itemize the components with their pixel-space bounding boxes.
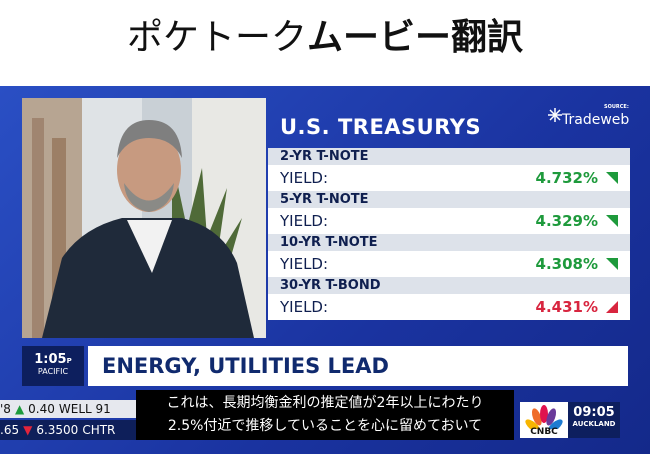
yield-row: YIELD: 4.329%: [268, 208, 630, 234]
source-logo-icon: [548, 108, 562, 122]
ticker-item: '8: [0, 402, 11, 416]
ticker-item: WELL 91: [58, 402, 111, 416]
yield-label: YIELD:: [280, 212, 329, 230]
speaker-image: [22, 98, 266, 338]
yield-row: YIELD: 4.732%: [268, 165, 630, 191]
source-name: Tradeweb: [562, 112, 630, 128]
subtitle-line: これは、長期均衡金利の推定値が2年以上にわたり: [166, 395, 484, 411]
yield-value: 4.329%: [535, 212, 598, 230]
video-feed: [22, 98, 266, 338]
up-arrow: ▲: [14, 402, 25, 416]
ticker-row: .65 ▼ 6.3500 CHTR: [0, 420, 140, 440]
title-light: ポケトーク: [126, 17, 307, 58]
headline: ENERGY, UTILITIES LEAD: [88, 346, 628, 386]
network-name: CNBC: [530, 427, 558, 437]
yield-label: YIELD:: [280, 298, 329, 316]
ticker-item: CHTR: [82, 423, 116, 437]
yield-table: 2-YR T-NOTE YIELD: 4.732% 5-YR T-NOTE YIELD:…: [268, 148, 630, 320]
peacock-icon: [525, 405, 563, 429]
ticker-item: 6.3500: [36, 423, 79, 437]
yield-label: YIELD:: [280, 255, 329, 273]
up-arrow: [606, 172, 618, 184]
clock-suffix: P: [66, 357, 72, 365]
ticker-item: 0.40: [28, 402, 55, 416]
down-arrow: ▼: [23, 423, 33, 437]
bond-name: 30-YR T-BOND: [268, 277, 630, 294]
ticker-row: '8 ▲ 0.40 WELL 91: [0, 400, 140, 418]
yield-row: YIELD: 4.308%: [268, 251, 630, 277]
yield-value: 4.732%: [535, 169, 598, 187]
subtitles: これは、長期均衡金利の推定値が2年以上にわたり 2.5%付近で推移していることを心…: [136, 390, 514, 440]
local-clock: 09:05 AUCKLAND: [568, 402, 620, 438]
page-title: ポケトークムービー翻訳: [0, 8, 650, 60]
ticker-item: .65: [0, 423, 20, 437]
yield-value: 4.431%: [535, 298, 598, 316]
bond-name: 10-YR T-NOTE: [268, 234, 630, 251]
clock-zone: PACIFIC: [37, 367, 69, 376]
bond-name: 5-YR T-NOTE: [268, 191, 630, 208]
local-time: 09:05: [573, 405, 615, 420]
yield-value: 4.308%: [535, 255, 598, 273]
panel-title: U.S. TREASURYS: [280, 115, 482, 139]
yield-row: YIELD: 4.431%: [268, 294, 630, 320]
title-bold: ムービー翻訳: [307, 17, 524, 58]
down-arrow: [606, 301, 618, 313]
network-logo: CNBC: [520, 402, 568, 438]
bond-name: 2-YR T-NOTE: [268, 148, 630, 165]
local-city: AUCKLAND: [572, 420, 616, 428]
clock-time: 1:05: [34, 352, 67, 367]
up-arrow: [606, 215, 618, 227]
subtitle-line: 2.5%付近で推移していることを心に留めておいて: [167, 418, 483, 434]
yield-label: YIELD:: [280, 169, 329, 187]
source-label: SOURCE:: [604, 104, 629, 110]
up-arrow: [606, 258, 618, 270]
clock-box: 1:05P PACIFIC: [22, 346, 84, 386]
